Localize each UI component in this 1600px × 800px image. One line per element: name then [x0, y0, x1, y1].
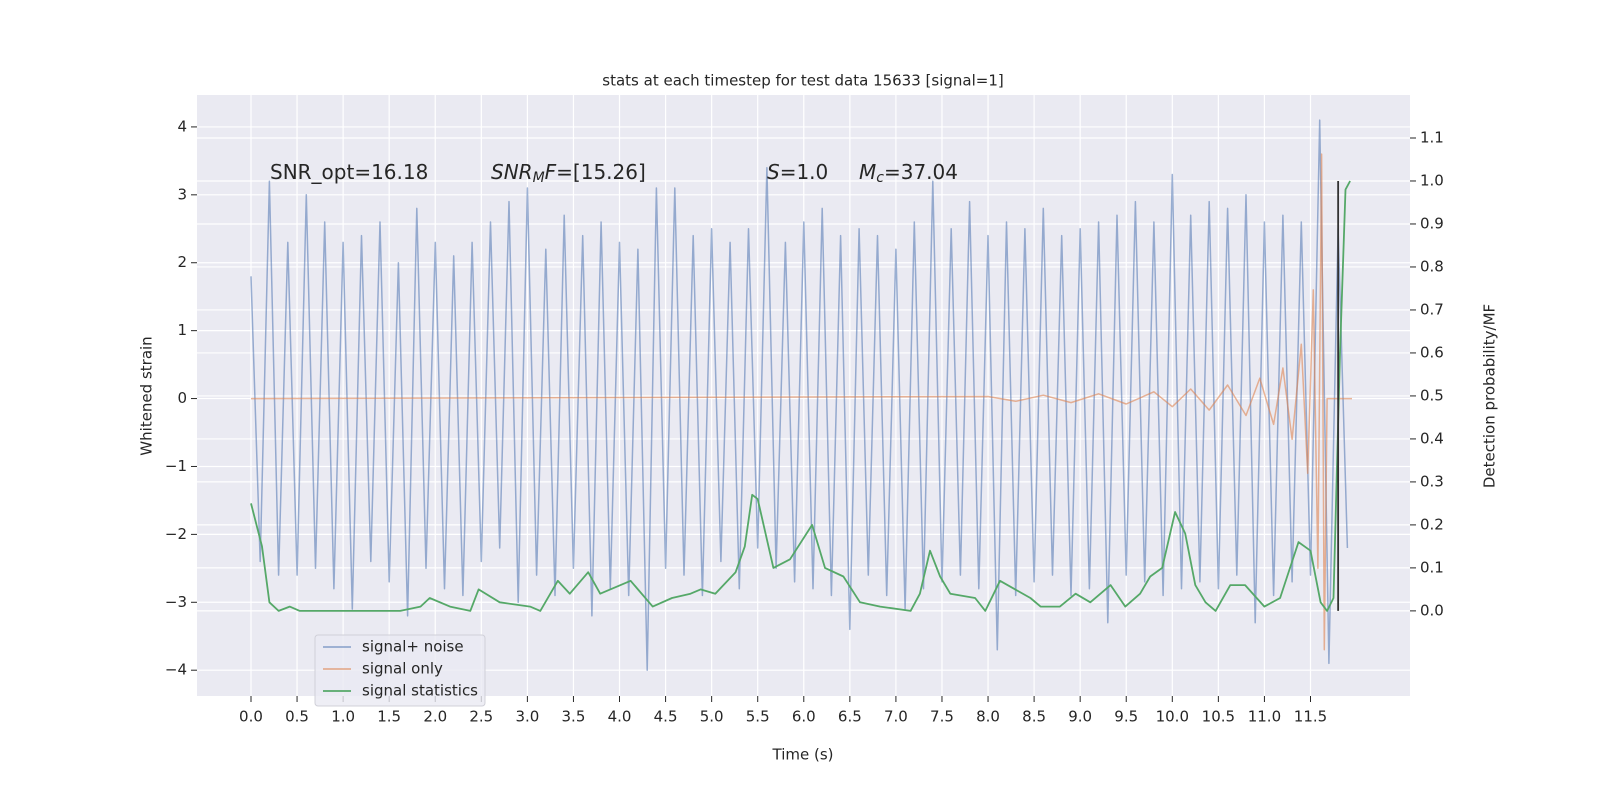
annotation-part: =1.0 [780, 160, 829, 184]
legend-box [314, 634, 486, 707]
x-tick-label: 7.5 [930, 708, 954, 726]
y-tick-label: 0 [177, 389, 187, 407]
y2-tick-label: 0.0 [1420, 601, 1444, 619]
chart-title: stats at each timestep for test data 156… [602, 72, 1003, 90]
x-tick-label: 7.0 [884, 708, 908, 726]
y-tick-label: 1 [177, 321, 187, 339]
annotation-part: SNR_opt=16.18 [270, 160, 428, 184]
y-tick-label: 4 [177, 117, 187, 135]
x-tick-label: 6.0 [792, 708, 816, 726]
x-tick-label: 2.5 [469, 708, 493, 726]
x-tick-label: 5.0 [700, 708, 724, 726]
x-tick-label: 11.5 [1294, 708, 1327, 726]
annotation-part: M [533, 170, 545, 186]
y2-tick-label: 0.4 [1420, 429, 1444, 447]
y-tick-label: −1 [165, 457, 187, 475]
x-tick-label: 0.0 [239, 708, 263, 726]
annotation-part: c [876, 170, 884, 186]
x-tick-label: 11.0 [1248, 708, 1281, 726]
annotation-part: F [545, 160, 557, 184]
y2-tick-label: 0.6 [1420, 343, 1444, 361]
legend-label: signal statistics [362, 682, 478, 700]
y-tick-label: −3 [165, 593, 187, 611]
y2-tick-label: 0.7 [1420, 300, 1444, 318]
x-tick-label: 4.5 [654, 708, 678, 726]
series-line [250, 153, 1352, 651]
x-tick-label: 9.5 [1114, 708, 1138, 726]
annotation-part: M [859, 160, 876, 184]
annotation-part: =37.04 [884, 160, 958, 184]
x-tick-label: 1.5 [377, 708, 401, 726]
legend-label: signal+ noise [362, 638, 464, 656]
annotation: SNRMF=[15.26] [491, 160, 646, 187]
x-tick-label: 10.0 [1156, 708, 1189, 726]
x-tick-label: 3.0 [515, 708, 539, 726]
x-tick-label: 1.0 [331, 708, 355, 726]
annotation: Mc=37.04 [859, 160, 958, 187]
annotation-part: =[15.26] [556, 160, 646, 184]
x-tick-label: 9.0 [1068, 708, 1092, 726]
annotation-part: SNR [491, 160, 533, 184]
x-tick-label: 8.0 [976, 708, 1000, 726]
x-tick-label: 8.5 [1022, 708, 1046, 726]
x-tick-label: 3.5 [562, 708, 586, 726]
x-tick-label: 10.5 [1202, 708, 1235, 726]
y2-tick-label: 0.1 [1420, 558, 1444, 576]
series-line [250, 119, 1349, 671]
y2-axis-label: Detection probability/MF [1481, 304, 1499, 488]
y-tick-label: −4 [165, 661, 187, 679]
x-tick-label: 6.5 [838, 708, 862, 726]
legend-label: signal only [362, 660, 443, 678]
y2-tick-label: 0.3 [1420, 472, 1444, 490]
series-line [250, 180, 1351, 612]
y2-tick-label: 1.0 [1420, 171, 1444, 189]
y2-tick-label: 0.5 [1420, 386, 1444, 404]
y2-tick-label: 0.2 [1420, 515, 1444, 533]
y-axis-label: Whitened strain [138, 336, 156, 455]
y2-tick-label: 0.8 [1420, 257, 1444, 275]
y2-tick-label: 1.1 [1420, 128, 1444, 146]
x-axis-label: Time (s) [772, 746, 834, 764]
x-tick-label: 0.5 [285, 708, 309, 726]
x-tick-label: 5.5 [746, 708, 770, 726]
annotation-part: S [767, 160, 780, 184]
x-tick-label: 2.0 [423, 708, 447, 726]
axes: 0.0 0.5 1.0 1.5 2.0 2.5 3.0 3.5 4.0 4.5 5.0 5.5 6.0 6… [165, 117, 1444, 725]
y2-tick-label: 0.9 [1420, 214, 1444, 232]
y-tick-label: 3 [177, 185, 187, 203]
marks [250, 119, 1352, 671]
y-tick-label: −2 [165, 525, 187, 543]
annotation: SNR_opt=16.18 [270, 160, 428, 184]
x-tick-label: 4.0 [608, 708, 632, 726]
annotation: S=1.0 [767, 160, 828, 184]
y-tick-label: 2 [177, 253, 187, 271]
